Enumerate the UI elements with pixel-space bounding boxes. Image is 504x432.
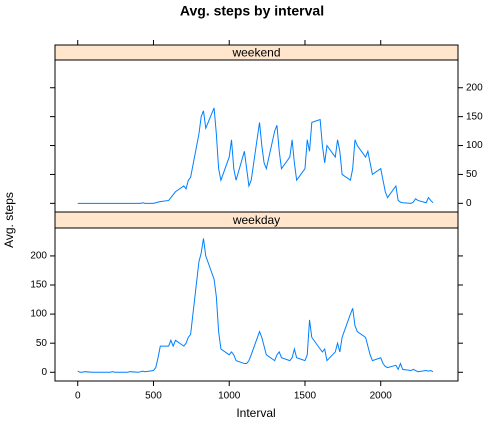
x-tick-label: 0: [75, 391, 81, 402]
x-tick-label: 1000: [218, 391, 241, 402]
y-tick-label: 100: [30, 309, 47, 320]
y-tick-label: 150: [30, 280, 47, 291]
y-axis-label: Avg. steps: [2, 192, 16, 248]
data-line: [77, 107, 434, 204]
panel: [54, 59, 459, 213]
y-tick-label: 0: [466, 198, 472, 209]
x-tick-label: 2000: [370, 391, 393, 402]
x-axis-label: Interval: [236, 406, 275, 420]
y-tick-label: 50: [466, 169, 478, 180]
strip-label: weekend: [231, 46, 280, 60]
y-tick-label: 150: [466, 111, 483, 122]
y-tick-label: 0: [41, 367, 47, 378]
y-tick-label: 200: [466, 82, 483, 93]
panel: [54, 227, 459, 382]
x-tick-label: 500: [145, 391, 162, 402]
y-tick-label: 50: [36, 338, 48, 349]
data-line: [77, 238, 434, 373]
y-tick-label: 100: [466, 140, 483, 151]
strip-label: weekday: [232, 213, 280, 227]
x-tick-label: 1500: [294, 391, 317, 402]
y-tick-label: 200: [30, 251, 47, 262]
chart-title: Avg. steps by interval: [180, 3, 324, 19]
